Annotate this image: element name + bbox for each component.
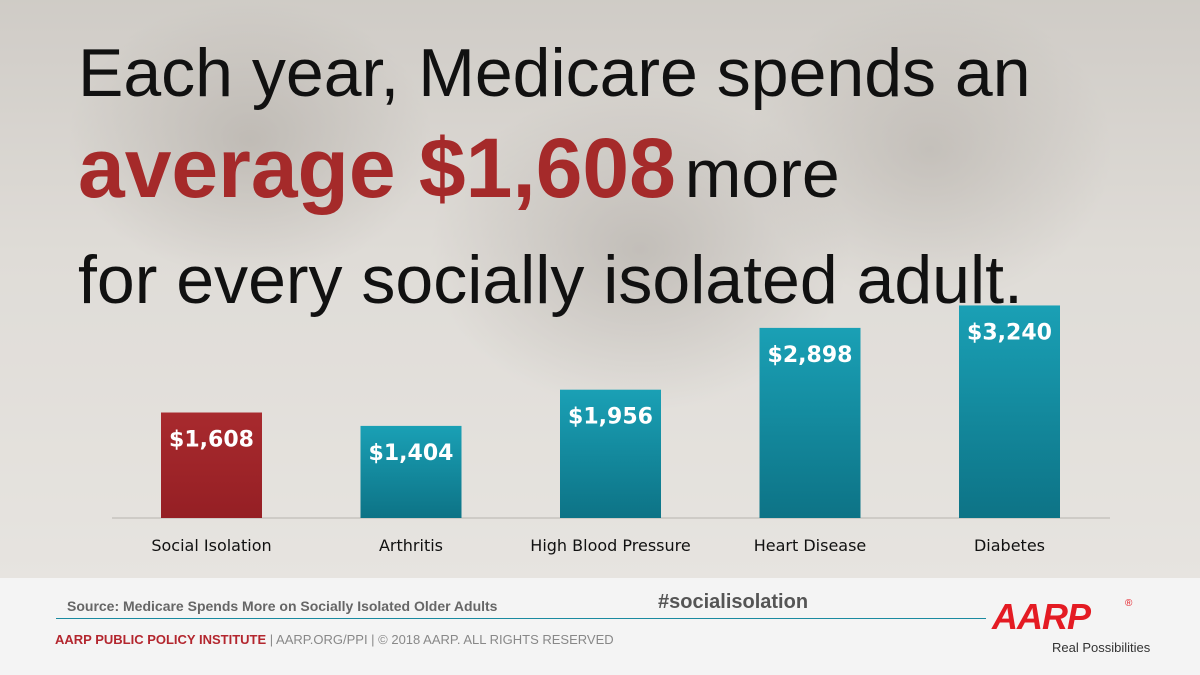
bar-value-label-2: $1,956 — [568, 405, 653, 430]
aarp-logo[interactable]: AARP ® Real Possibilities — [992, 596, 1177, 666]
bar-3 — [759, 327, 861, 518]
category-label-4: Diabetes — [974, 536, 1045, 555]
category-label-2: High Blood Pressure — [530, 536, 690, 555]
bar-4 — [959, 305, 1060, 518]
credits-rest: | AARP.ORG/PPI | © 2018 AARP. ALL RIGHTS… — [266, 632, 614, 647]
bar-value-label-1: $1,404 — [369, 441, 454, 466]
headline: Each year, Medicare spends an average $1… — [78, 28, 1178, 322]
aarp-logo-word: AARP — [992, 596, 1091, 637]
bar-0 — [161, 412, 262, 518]
bar-chart: $1,608 Social Isolation $1,404 Arthritis $1,… — [112, 305, 1110, 555]
bar-value-label-0: $1,608 — [169, 428, 254, 453]
bar-2 — [560, 389, 661, 518]
aarp-tagline: Real Possibilities — [1052, 640, 1151, 655]
bar-value-label-3: $2,898 — [768, 343, 853, 368]
footer: Source: Medicare Spends More on Socially… — [0, 578, 1200, 675]
credits-org: AARP PUBLIC POLICY INSTITUTE — [55, 632, 267, 647]
headline-line-3: for every socially isolated adult. — [78, 242, 1023, 318]
bar-1 — [360, 425, 462, 518]
hashtag[interactable]: #socialisolation — [658, 591, 809, 613]
headline-line-2: average $1,608 more — [78, 112, 1178, 242]
bar-value-label-4: $3,240 — [967, 320, 1052, 345]
credits-line: AARP PUBLIC POLICY INSTITUTE | AARP.ORG/… — [55, 632, 614, 647]
registered-mark: ® — [1125, 598, 1133, 609]
headline-emphasis: average $1,608 — [78, 121, 676, 215]
footer-divider — [56, 618, 986, 619]
category-label-3: Heart Disease — [754, 536, 867, 555]
headline-line-2-tail: more — [684, 136, 840, 212]
category-label-0: Social Isolation — [151, 536, 271, 555]
headline-line-1: Each year, Medicare spends an — [78, 35, 1031, 111]
category-label-1: Arthritis — [379, 536, 443, 555]
source-citation: Source: Medicare Spends More on Socially… — [67, 598, 498, 614]
